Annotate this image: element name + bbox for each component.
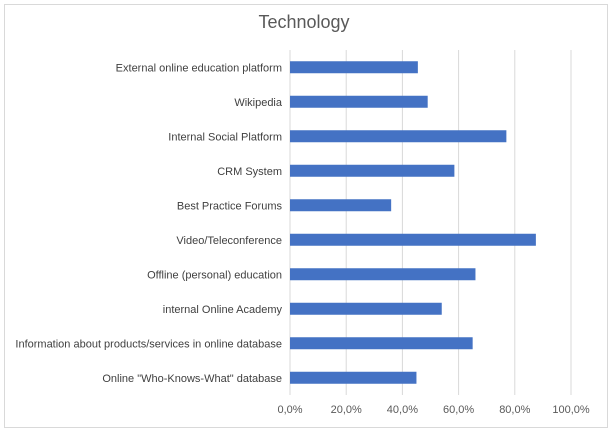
bar bbox=[290, 233, 536, 246]
bar bbox=[290, 130, 507, 143]
x-tick-label: 40,0% bbox=[387, 404, 418, 416]
bar bbox=[290, 371, 417, 384]
x-tick-label: 60,0% bbox=[443, 404, 474, 416]
bar bbox=[290, 268, 476, 281]
category-label: Offline (personal) education bbox=[147, 269, 282, 281]
category-label: External online education platform bbox=[116, 62, 282, 74]
bar bbox=[290, 199, 392, 212]
category-label: Information about products/services in o… bbox=[15, 338, 282, 350]
bar bbox=[290, 164, 455, 177]
bar bbox=[290, 302, 442, 315]
bar bbox=[290, 61, 418, 74]
category-label: CRM System bbox=[217, 166, 282, 178]
x-tick-label: 100,0% bbox=[552, 404, 590, 416]
category-label: Internal Social Platform bbox=[168, 131, 282, 143]
category-label: Best Practice Forums bbox=[177, 200, 283, 212]
bar bbox=[290, 337, 473, 350]
x-tick-label: 0,0% bbox=[277, 404, 302, 416]
category-label: Video/Teleconference bbox=[176, 235, 282, 247]
category-labels: External online education platform Wikipe… bbox=[15, 62, 282, 385]
bar-chart: Technology External online education pla… bbox=[15, 12, 589, 416]
category-label: Online "Who-Knows-What" database bbox=[102, 373, 282, 385]
x-tick-label: 20,0% bbox=[331, 404, 362, 416]
x-tick-label: 80,0% bbox=[499, 404, 530, 416]
bars bbox=[290, 61, 536, 384]
category-label: Wikipedia bbox=[234, 97, 283, 109]
category-label: internal Online Academy bbox=[163, 304, 283, 316]
chart-title: Technology bbox=[258, 12, 349, 32]
x-axis-tick-labels: 0,0% 20,0% 40,0% 60,0% 80,0% 100,0% bbox=[277, 404, 589, 416]
chart-frame: Technology External online education pla… bbox=[4, 4, 608, 428]
bar bbox=[290, 95, 428, 108]
